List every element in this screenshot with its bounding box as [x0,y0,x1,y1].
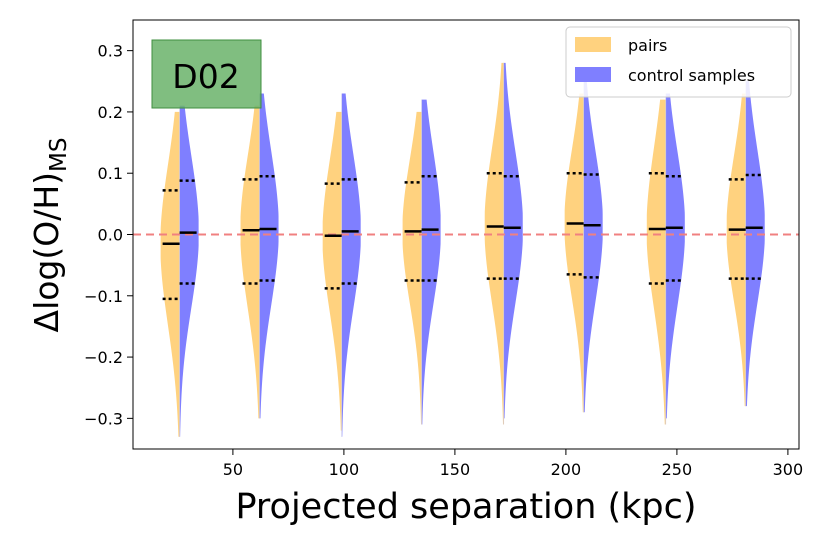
y-tick-label: 0.1 [98,164,123,183]
violin-pairs [402,111,422,425]
legend: pairs control samples [565,26,792,98]
violin-pairs [646,99,666,425]
violin-layer [160,62,765,437]
violin-pairs [240,105,260,419]
y-axis-title-main: Δlog(O/H) [27,172,66,333]
quartile-median-layer [162,171,763,301]
legend-frame [565,26,792,98]
violin-control [503,62,523,419]
violin-control [421,99,441,425]
y-axis-title: Δlog(O/H)MS [27,138,72,333]
x-axis-title: Projected separation (kpc) [235,487,696,527]
violin-pairs [484,62,504,425]
violin-pairs [160,111,180,437]
x-tick-label: 50 [223,460,243,479]
x-tick-label: 200 [551,460,582,479]
y-axis-ticks: −0.3 −0.2 −0.1 0.0 0.1 0.2 0.3 [84,42,133,428]
x-tick-label: 300 [773,460,804,479]
x-tick-label: 250 [662,460,693,479]
legend-label-control: control samples [628,66,755,85]
legend-swatch-control [575,67,611,82]
x-tick-label: 150 [440,460,471,479]
x-tick-label: 100 [329,460,360,479]
legend-swatch-pairs [575,37,611,52]
legend-label-pairs: pairs [628,36,667,55]
violin-control [665,93,685,419]
y-tick-label: 0.0 [98,226,123,245]
y-tick-label: −0.1 [84,287,123,306]
y-tick-label: −0.3 [84,409,123,428]
x-axis-ticks: 50 100 150 200 250 300 [223,449,803,479]
panel-label-box: D02 [151,39,262,109]
panel-label: D02 [172,57,239,96]
violin-pairs [322,111,342,431]
violin-control [259,93,279,419]
y-tick-label: 0.2 [98,103,123,122]
violin-control [341,93,361,437]
violin-pairs [726,93,746,407]
y-tick-label: −0.2 [84,348,123,367]
violin-control [179,105,199,437]
violin-pairs [564,93,584,413]
violin-control [745,81,765,407]
violin-control [583,81,603,413]
y-tick-label: 0.3 [98,42,123,61]
y-axis-title-sub: MS [46,138,72,172]
